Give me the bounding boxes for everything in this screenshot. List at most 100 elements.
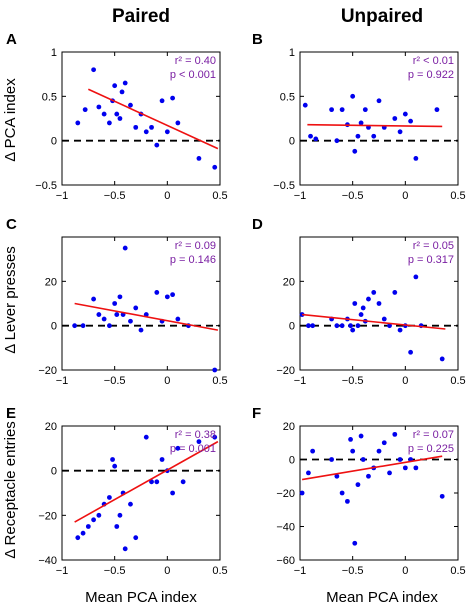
data-point — [345, 498, 350, 504]
column-title-paired: Paired — [112, 6, 170, 27]
y-tick-label: 0 — [289, 455, 295, 467]
panel-letter: D — [252, 216, 263, 233]
regression-line — [302, 313, 446, 330]
data-point — [355, 482, 361, 488]
data-point — [212, 367, 218, 373]
y-axis-label-row-3: Δ Receptacle entries — [2, 421, 19, 559]
data-point — [358, 433, 364, 439]
data-point — [334, 473, 340, 479]
data-point — [128, 102, 133, 108]
data-point — [362, 107, 368, 113]
regression-line — [74, 440, 219, 523]
r-squared-label: r² = 0.07 — [413, 429, 454, 441]
data-point — [138, 327, 144, 333]
data-point — [329, 107, 334, 113]
data-point — [355, 323, 361, 329]
data-point — [117, 116, 123, 121]
data-point — [133, 305, 139, 311]
data-point — [159, 98, 165, 104]
panel-d: −1 −0.5 0 0.5 −20 0 20 Dr² = 0.05 p = 0.317 — [252, 216, 466, 387]
data-point — [358, 312, 364, 317]
p-value-label: p = 0.317 — [408, 254, 454, 266]
x-tick-label: −0.5 — [342, 190, 364, 202]
data-point — [397, 457, 403, 462]
x-tick-label: 0.5 — [450, 190, 465, 202]
data-point — [180, 479, 186, 485]
data-point — [75, 535, 81, 541]
x-tick-label: −1 — [56, 565, 69, 577]
data-point — [306, 323, 311, 329]
y-tick-label: 0 — [51, 466, 57, 478]
data-point — [133, 535, 139, 541]
data-point — [408, 349, 413, 355]
data-point — [371, 133, 377, 139]
r-squared-label: r² = 0.09 — [175, 240, 216, 252]
data-point — [149, 479, 154, 485]
data-point — [117, 294, 123, 300]
data-point — [112, 83, 118, 89]
x-tick-label: −1 — [294, 565, 307, 577]
data-point — [175, 316, 181, 322]
x-tick-label: 0 — [164, 565, 170, 577]
y-tick-label: −40 — [276, 522, 295, 534]
data-point — [75, 120, 81, 126]
data-point — [212, 164, 218, 170]
y-tick-label: 0 — [289, 321, 295, 333]
data-point — [164, 294, 170, 300]
data-point — [366, 296, 371, 302]
r-squared-label: r² < 0.01 — [413, 55, 454, 67]
data-point — [339, 323, 345, 329]
x-tick-label: −0.5 — [342, 565, 364, 577]
data-point — [339, 107, 345, 113]
data-point — [360, 457, 366, 462]
data-point — [119, 89, 125, 95]
data-point — [397, 129, 403, 135]
panel-f: −1 −0.5 0 0.5 −60 −40 −20 0 20 Fr² = 0.07 p = 0.22… — [252, 405, 466, 577]
axes-frame — [61, 51, 221, 186]
data-point — [91, 67, 96, 73]
x-tick-label: −1 — [294, 190, 307, 202]
y-tick-label: 0.5 — [42, 91, 57, 103]
data-point — [72, 323, 78, 329]
data-point — [402, 465, 408, 471]
data-point — [143, 129, 149, 135]
data-point — [175, 445, 181, 451]
y-tick-label: 20 — [45, 276, 57, 288]
data-point — [392, 116, 398, 121]
x-axis-label-right: Mean PCA index — [326, 589, 438, 606]
data-point — [381, 316, 387, 322]
data-point — [413, 156, 419, 161]
x-tick-label: 0.5 — [212, 565, 227, 577]
p-value-label: p = 0.225 — [408, 443, 454, 455]
data-point — [387, 470, 392, 476]
column-title-unpaired: Unpaired — [341, 6, 423, 27]
data-point — [114, 312, 120, 317]
data-point — [122, 245, 128, 251]
x-tick-label: −0.5 — [104, 565, 126, 577]
data-point — [164, 129, 170, 135]
data-point — [107, 120, 112, 126]
y-tick-label: −20 — [276, 365, 295, 377]
data-point — [96, 512, 102, 518]
data-point — [299, 490, 305, 496]
y-axis-label-row-2: Δ Lever presses — [2, 246, 19, 354]
data-point — [310, 448, 316, 454]
x-tick-label: 0 — [402, 375, 408, 387]
data-point — [96, 104, 102, 110]
y-tick-label: 20 — [283, 276, 295, 288]
data-point — [381, 440, 387, 446]
data-point — [350, 448, 356, 454]
data-point — [114, 111, 120, 117]
data-point — [159, 457, 165, 462]
data-point — [91, 517, 96, 523]
data-point — [392, 431, 398, 437]
data-point — [80, 323, 86, 329]
data-point — [308, 133, 313, 139]
regression-line — [301, 455, 443, 481]
axes-frame — [299, 236, 459, 371]
x-tick-label: 0 — [164, 190, 170, 202]
y-tick-label: −20 — [38, 510, 57, 522]
data-point — [196, 439, 202, 445]
